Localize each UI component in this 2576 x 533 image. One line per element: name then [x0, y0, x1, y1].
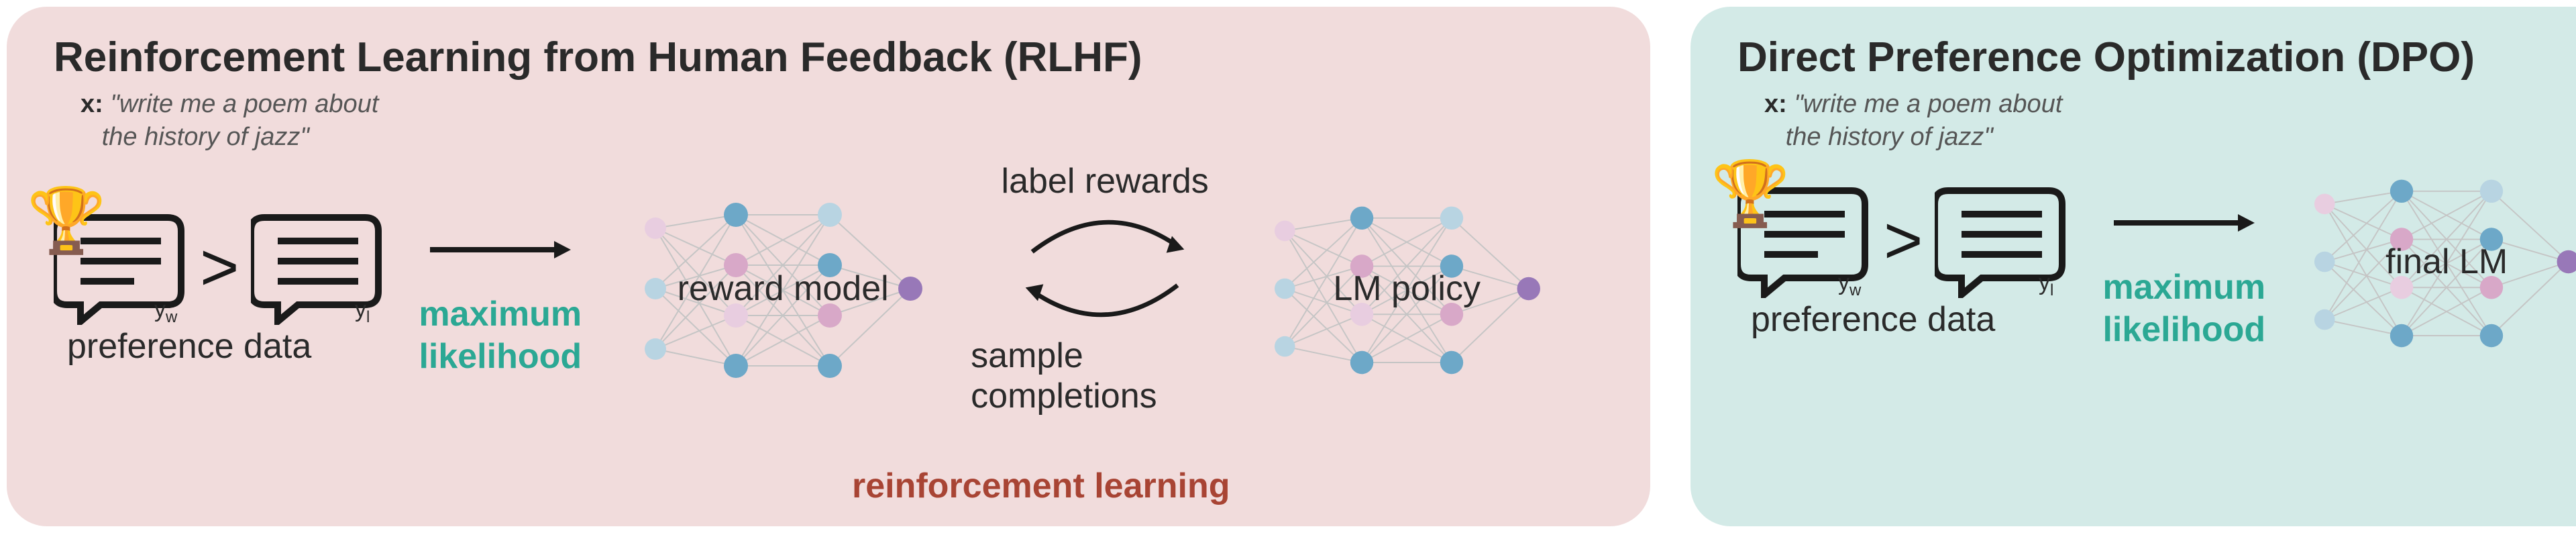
greater-than-icon: >: [1884, 202, 1923, 279]
preference-data-block: 🏆 yw >: [54, 211, 385, 367]
final-lm-block: final LM: [2299, 161, 2576, 362]
loop-arrows-icon: [984, 201, 1226, 336]
prompt-x: x:: [1764, 90, 1787, 118]
arrow-ml: maximum likelihood: [419, 240, 582, 377]
prompt-line1: "write me a poem about: [1794, 90, 2062, 118]
greater-than-icon: >: [200, 229, 239, 306]
lm-policy-label: LM policy: [1333, 269, 1481, 309]
ml-label: maximum likelihood: [419, 293, 582, 377]
svg-text:yl: yl: [2039, 270, 2053, 298]
loop-block: label rewards sample completions: [971, 161, 1239, 416]
rlhf-prompt: x: "write me a poem about the history of…: [80, 88, 1603, 154]
bubbles: 🏆 yw >: [1737, 184, 2069, 298]
reward-model-block: reward model: [615, 188, 951, 389]
rlhf-title: Reinforcement Learning from Human Feedba…: [54, 34, 1603, 81]
preference-data-block: 🏆 yw >: [1737, 184, 2069, 340]
lm-policy-block: LM policy: [1259, 188, 1554, 389]
prompt-x: x:: [80, 90, 103, 118]
arrow-icon: [427, 240, 574, 260]
trophy-icon: 🏆: [1711, 157, 1790, 232]
prompt-line2: the history of jazz": [1786, 123, 1993, 151]
rlhf-panel: Reinforcement Learning from Human Feedba…: [7, 7, 1650, 526]
dpo-prompt: x: "write me a poem about the history of…: [1764, 88, 2576, 154]
rl-label: reinforcement learning: [852, 466, 1230, 506]
ml-label: maximum likelihood: [2102, 266, 2265, 350]
prompt-line1: "write me a poem about: [110, 90, 378, 118]
sample-completions: sample completions: [971, 336, 1239, 416]
final-lm-label: final LM: [2385, 242, 2508, 282]
arrow-ml: maximum likelihood: [2102, 213, 2265, 350]
dpo-title: Direct Preference Optimization (DPO): [1737, 34, 2576, 81]
prompt-line2: the history of jazz": [102, 123, 309, 151]
rlhf-flow: 🏆 yw >: [54, 161, 1603, 416]
bubbles: 🏆 yw >: [54, 211, 385, 325]
label-rewards: label rewards: [1002, 161, 1209, 201]
bubble-label-yl: yl: [355, 297, 370, 325]
preference-data-label: preference data: [1751, 299, 1995, 340]
preference-data-label: preference data: [67, 326, 311, 367]
dpo-panel: Direct Preference Optimization (DPO) x: …: [1690, 7, 2576, 526]
arrow-icon: [2110, 213, 2258, 233]
dpo-flow: 🏆 yw >: [1737, 161, 2576, 362]
bubble-yl: yl: [251, 211, 385, 325]
bubble-yl: yl: [1935, 184, 2069, 298]
trophy-icon: 🏆: [27, 184, 106, 258]
reward-model-label: reward model: [678, 269, 889, 309]
